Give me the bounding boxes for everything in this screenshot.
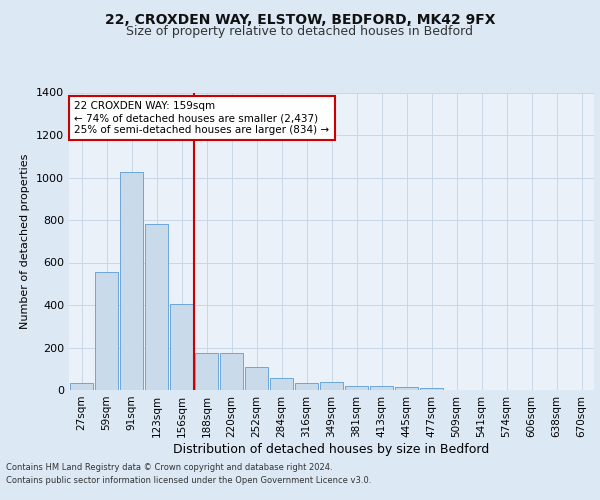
Bar [419,388,443,390]
Bar [370,386,394,390]
Bar [145,224,169,390]
X-axis label: Distribution of detached houses by size in Bedford: Distribution of detached houses by size … [173,442,490,456]
Bar [95,272,118,390]
Bar [119,172,143,390]
Text: Size of property relative to detached houses in Bedford: Size of property relative to detached ho… [127,25,473,38]
Bar [220,353,244,390]
Bar [70,382,94,390]
Bar [344,386,368,390]
Y-axis label: Number of detached properties: Number of detached properties [20,154,31,329]
Bar [245,366,268,390]
Text: Contains HM Land Registry data © Crown copyright and database right 2024.: Contains HM Land Registry data © Crown c… [6,462,332,471]
Bar [320,382,343,390]
Text: Contains public sector information licensed under the Open Government Licence v3: Contains public sector information licen… [6,476,371,485]
Bar [295,382,319,390]
Bar [269,378,293,390]
Bar [395,387,418,390]
Text: 22, CROXDEN WAY, ELSTOW, BEDFORD, MK42 9FX: 22, CROXDEN WAY, ELSTOW, BEDFORD, MK42 9… [105,12,495,26]
Bar [194,353,218,390]
Text: 22 CROXDEN WAY: 159sqm
← 74% of detached houses are smaller (2,437)
25% of semi-: 22 CROXDEN WAY: 159sqm ← 74% of detached… [74,102,329,134]
Bar [170,304,193,390]
